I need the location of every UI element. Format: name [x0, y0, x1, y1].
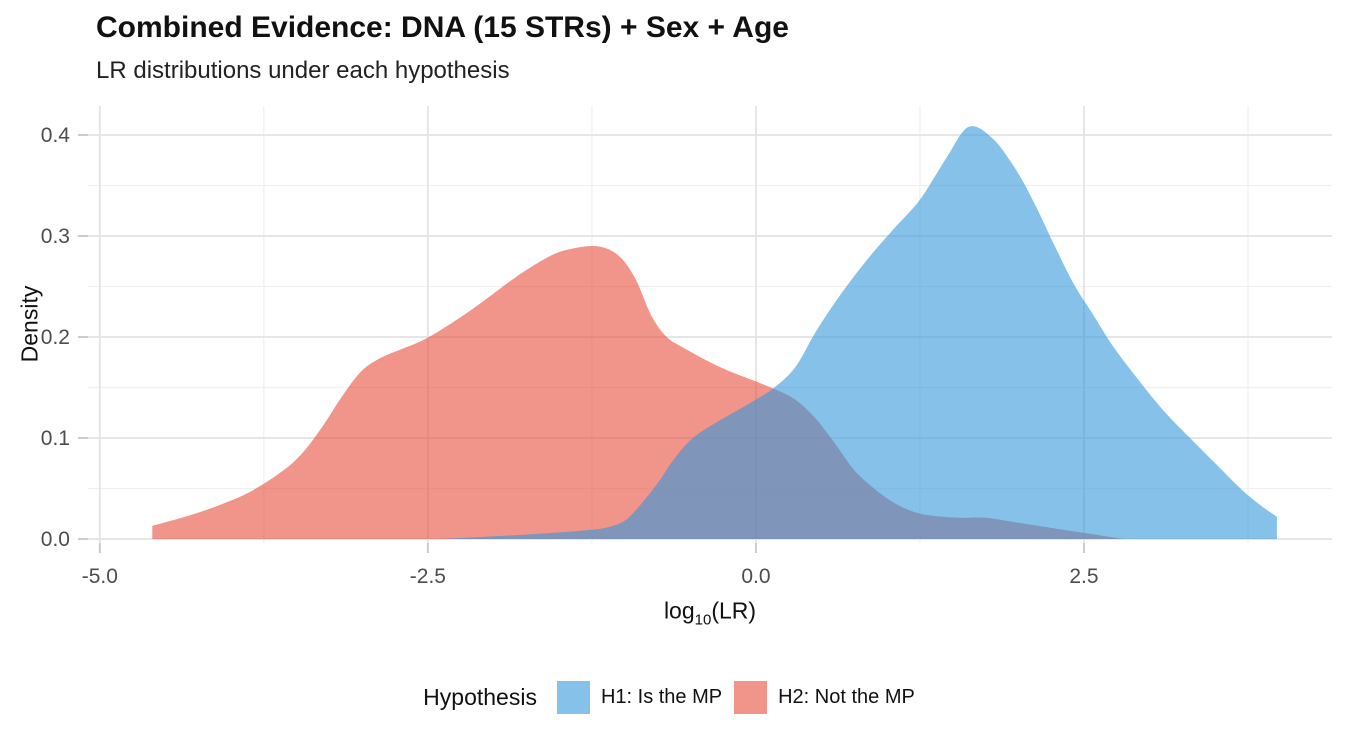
- y-tick-label: 0.2: [41, 326, 70, 349]
- chart-subtitle: LR distributions under each hypothesis: [96, 57, 510, 84]
- x-tick-label: 2.5: [1069, 565, 1098, 588]
- density-plot-panel: -5.0 -2.5 0.0 2.5 0.0 0.1 0.2 0.3 0.4: [41, 106, 1332, 588]
- legend-item-label: H2: Not the MP: [778, 686, 915, 708]
- legend-title: Hypothesis: [423, 684, 537, 710]
- legend-item-label: H1: Is the MP: [600, 686, 723, 708]
- x-axis-title: log10(LR): [664, 598, 756, 629]
- legend-swatch-h1: [556, 681, 590, 714]
- legend-items: H1: Is the MP H2: Not the MP: [556, 681, 927, 714]
- y-tick-label: 0.4: [41, 124, 71, 147]
- x-axis-title-suffix: (LR): [711, 597, 757, 624]
- legend-swatch-h2: [734, 681, 768, 714]
- x-tick-label: 0.0: [741, 565, 770, 588]
- density-area-h2: [152, 245, 1124, 540]
- x-axis-title-text: log: [663, 597, 695, 624]
- legend-item-h1: H1: Is the MP: [556, 681, 723, 714]
- x-axis-title-subscript: 10: [694, 611, 712, 629]
- y-tick-label: 0.1: [41, 427, 70, 450]
- x-tick-label: -5.0: [82, 565, 118, 588]
- chart-title: Combined Evidence: DNA (15 STRs) + Sex +…: [96, 11, 789, 44]
- legend: Hypothesis H1: Is the MP H2: Not the MP: [0, 681, 1350, 714]
- legend-item-h2: H2: Not the MP: [734, 681, 915, 714]
- x-tick-label: -2.5: [410, 565, 446, 588]
- y-tick-label: 0.0: [41, 528, 70, 551]
- density-area-h1: [441, 126, 1277, 539]
- y-tick-label: 0.3: [41, 225, 70, 248]
- y-axis-title: Density: [16, 285, 43, 363]
